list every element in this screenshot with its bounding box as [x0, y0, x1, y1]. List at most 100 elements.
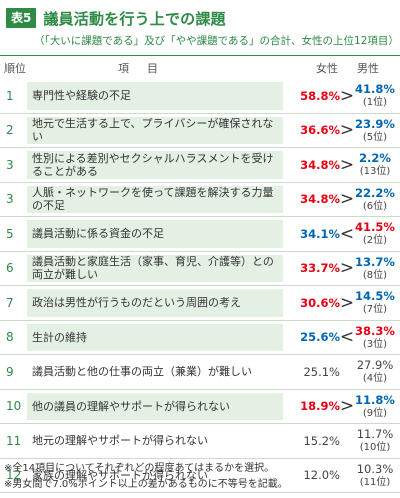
table-number-badge: 表5 — [6, 8, 37, 28]
male-rank: (13位) — [359, 166, 391, 177]
male-cell: 41.5% (2位) — [352, 220, 398, 248]
table-row: 2 地元で生活する上で、プライバシーが確保されない 36.6% >23.9% (5位) — [0, 114, 400, 148]
item-cell-background — [27, 254, 283, 282]
item-label: 議員活動に係る資金の不足 — [32, 227, 164, 241]
female-percentage: 25.1% — [303, 364, 340, 379]
table-title-row: 表5 議員活動を行う上での課題 — [6, 7, 226, 29]
male-rank: (1位) — [362, 97, 388, 108]
comparison-sign: < — [339, 223, 355, 244]
male-percentage: 2.2% — [359, 151, 391, 165]
comparison-sign: > — [339, 292, 355, 313]
female-percentage: 15.2% — [303, 433, 340, 448]
item-label: 生計の維持 — [32, 330, 87, 344]
male-rank: (9位) — [362, 407, 388, 419]
item-label: 地元で生活する上で、プライバシーが確保されない — [32, 117, 274, 144]
male-cell: 27.9% (4位) — [352, 358, 398, 386]
male-percentage: 27.9% — [356, 358, 394, 372]
table-title: 議員活動を行う上での課題 — [43, 9, 226, 28]
rank-number: 9 — [6, 364, 14, 379]
item-cell-background — [27, 151, 283, 179]
comparison-sign: > — [339, 120, 355, 141]
table-row: 8 生計の維持 25.6% <38.3% (3位) — [0, 321, 400, 355]
rank-number: 6 — [6, 261, 14, 276]
item-cell-background — [27, 82, 283, 110]
male-percentage: 38.3% — [355, 323, 395, 338]
table-row: 1 専門性や経験の不足 58.8% >41.8% (1位) — [0, 79, 400, 114]
header-item: 項目 — [118, 62, 176, 75]
male-rank: (2位) — [362, 235, 388, 246]
male-cell: 11.7% (10位) — [352, 427, 398, 455]
comparison-sign: > — [339, 85, 355, 106]
male-rank: (5位) — [362, 131, 388, 143]
male-cell: 38.3% (3位) — [352, 324, 398, 352]
comparison-sign: > — [339, 154, 355, 175]
item-cell-background — [27, 323, 283, 351]
table-header: 順位 項目 女性 男性 — [0, 57, 400, 77]
male-rank: (7位) — [362, 304, 388, 315]
male-percentage: 11.8% — [355, 392, 395, 407]
footnotes: ※全14項目についてそれぞれどの程度あてはまるかを選択。 ※男女間で7.0%ポイ… — [4, 461, 288, 493]
item-cell-background — [27, 392, 283, 420]
male-percentage: 11.7% — [356, 427, 394, 441]
male-percentage: 10.3% — [356, 461, 394, 476]
rank-number: 5 — [6, 226, 14, 241]
male-rank: (3位) — [362, 338, 388, 350]
female-percentage: 34.8% — [300, 192, 340, 207]
rank-number: 3 — [6, 192, 14, 207]
item-cell-background — [27, 116, 283, 144]
female-percentage: 25.6% — [300, 330, 340, 345]
male-percentage: 22.2% — [355, 185, 395, 200]
table-row: 3 人脈・ネットワークを使って課題を解決する力量の不足 34.8% >22.2% (6位… — [0, 183, 400, 217]
comparison-sign: > — [339, 258, 355, 279]
female-percentage: 12.0% — [303, 468, 340, 483]
item-label: 性別による差別やセクシャルハラスメントを受けることがある — [32, 151, 274, 178]
male-rank: (10位) — [359, 442, 391, 453]
header-male: 男性 — [357, 62, 379, 75]
item-cell-background — [27, 185, 283, 213]
female-percentage: 30.6% — [300, 295, 340, 310]
female-percentage: 36.6% — [300, 123, 340, 138]
male-cell: 10.3% (11位) — [352, 462, 398, 490]
footnote: ※全14項目についてそれぞれどの程度あてはまるかを選択。 — [4, 463, 275, 474]
header-female: 女性 — [316, 62, 338, 75]
table-row: 6 議員活動と家庭生活（家事、育児、介護等）との両立が難しい 33.7% >13.7%… — [0, 252, 400, 286]
table-row: 7 政治は男性が行うものだという周囲の考え 30.6% >14.5% (7位) — [0, 286, 400, 321]
item-label: 人脈・ネットワークを使って課題を解決する力量の不足 — [32, 186, 274, 213]
item-label: 専門性や経験の不足 — [32, 89, 131, 103]
male-cell: 13.7% (8位) — [352, 255, 398, 283]
male-percentage: 13.7% — [355, 254, 395, 269]
footnote: ※男女間で7.0%ポイント以上の差があるものに不等号を記載。 — [4, 479, 288, 490]
item-cell-background — [27, 289, 283, 317]
male-percentage: 14.5% — [355, 289, 395, 303]
item-label: 家族の理解やサポートが得られない — [32, 468, 208, 482]
table-body: 1 専門性や経験の不足 58.8% >41.8% (1位) 2 地元で生活する上で、プライバ… — [0, 79, 400, 493]
item-label: 地元の理解やサポートが得られない — [32, 434, 208, 448]
male-cell: 22.2% (6位) — [352, 186, 398, 214]
male-cell: 14.5% (7位) — [352, 289, 398, 317]
male-cell: 41.8% (1位) — [352, 82, 398, 110]
item-label: 議員活動と家庭生活（家事、育児、介護等）との両立が難しい — [32, 255, 274, 282]
header-rule — [0, 55, 400, 56]
male-rank: (8位) — [362, 269, 388, 281]
rank-number: 3 — [6, 157, 14, 172]
male-cell: 11.8% (9位) — [352, 393, 398, 421]
male-percentage: 41.8% — [355, 82, 395, 96]
male-cell: 23.9% (5位) — [352, 117, 398, 145]
rank-number: 2 — [6, 123, 14, 138]
male-rank: (4位) — [362, 373, 388, 384]
male-percentage: 23.9% — [355, 116, 395, 131]
header-rank: 順位 — [4, 62, 26, 75]
male-cell: 2.2% (13位) — [352, 151, 398, 179]
table-subtitle: （「大いに課題である」及び「やや課題である」の合計、女性の上位12項目） — [34, 35, 399, 47]
item-cell-background — [27, 220, 283, 248]
female-percentage: 58.8% — [300, 88, 340, 103]
rank-number: 11 — [6, 433, 22, 448]
item-label: 政治は男性が行うものだという周囲の考え — [32, 296, 241, 310]
female-percentage: 18.9% — [300, 399, 340, 414]
table-row: 11 地元の理解やサポートが得られない 15.2% 11.7% (10位) — [0, 424, 400, 459]
table-row: 10 他の議員の理解やサポートが得られない 18.9% >11.8% (9位) — [0, 390, 400, 424]
item-label: 他の議員の理解やサポートが得られない — [32, 399, 230, 413]
male-percentage: 41.5% — [355, 220, 395, 234]
rank-number: 7 — [6, 295, 14, 310]
